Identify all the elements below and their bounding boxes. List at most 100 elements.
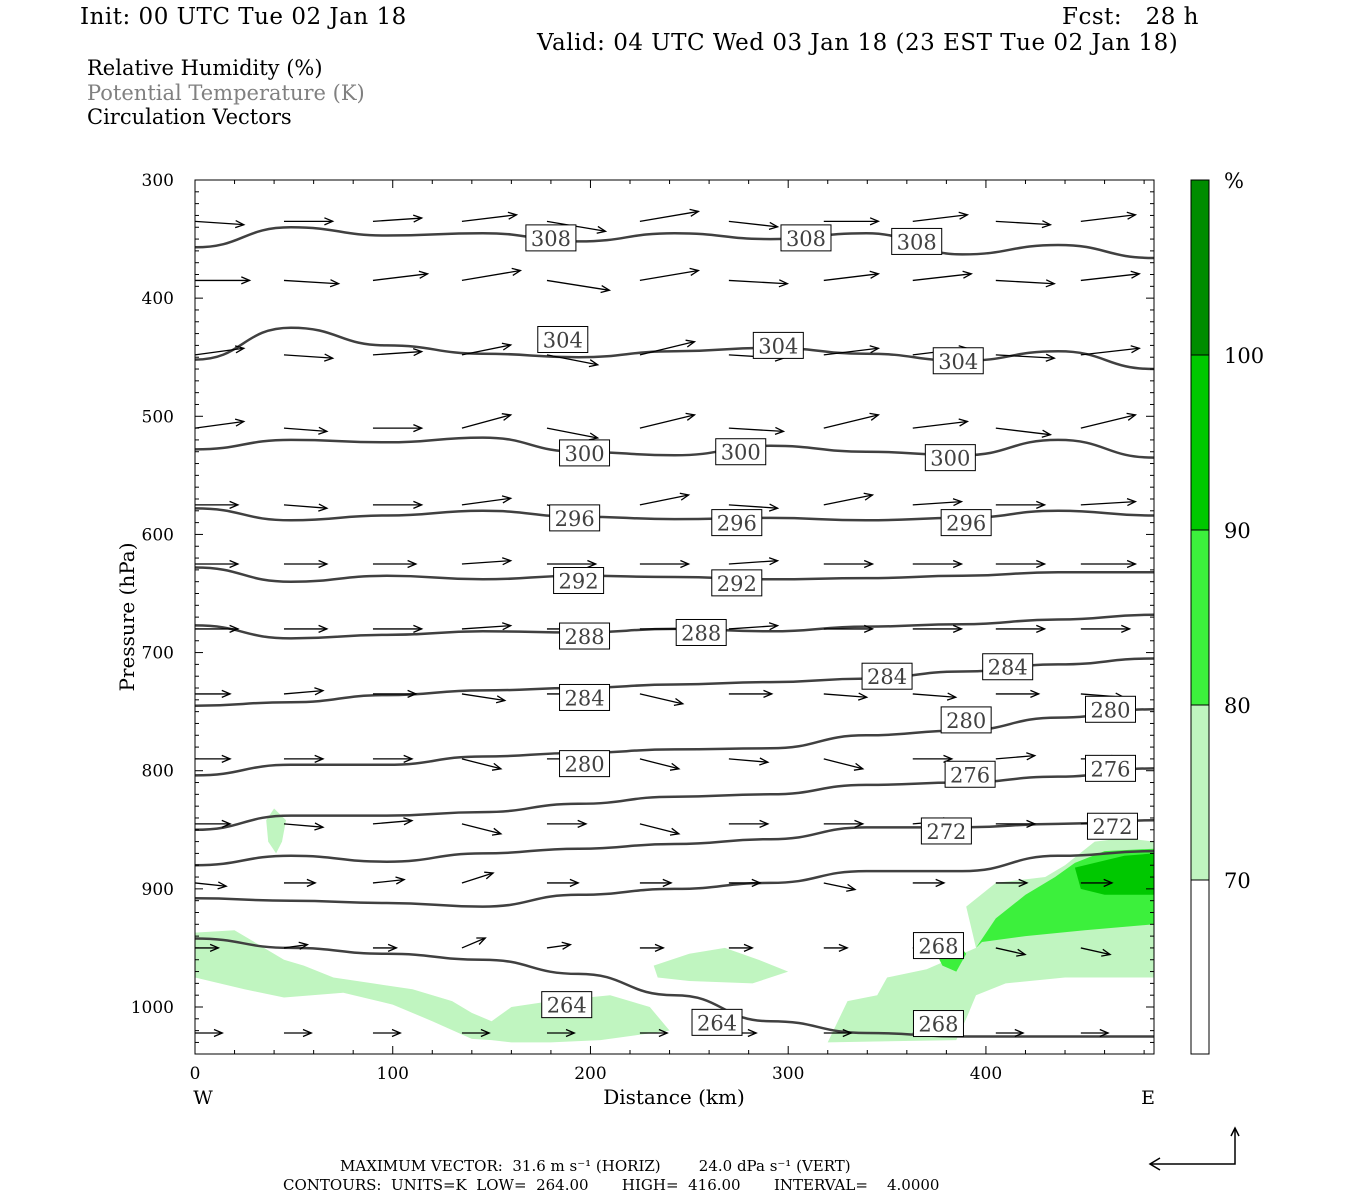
init-time: Init: 00 UTC Tue 02 Jan 18 <box>80 4 407 30</box>
contour-label: 264 <box>691 1008 743 1036</box>
circulation-vector <box>461 758 503 771</box>
colorbar-label: 100 <box>1224 344 1264 368</box>
colorbar-segment <box>1191 705 1209 880</box>
y-axis-label: Pressure (hPa) <box>115 543 139 692</box>
circulation-vector <box>823 270 881 282</box>
circulation-vector <box>372 943 399 952</box>
circulation-vector <box>195 689 232 698</box>
circulation-vector <box>283 822 325 831</box>
circulation-vector <box>995 427 1053 438</box>
contour-label-text: 272 <box>926 820 966 844</box>
contour-label-text: 292 <box>559 570 599 594</box>
circulation-vector <box>995 878 1029 888</box>
contour-label: 264 <box>541 991 593 1019</box>
contour-label: 304 <box>537 325 589 353</box>
contour-label: 300 <box>559 439 611 467</box>
circulation-vector <box>461 342 513 356</box>
circulation-vector <box>372 876 406 885</box>
contour-label-text: 284 <box>988 656 1028 680</box>
x-tick-label: 400 <box>970 1064 1002 1084</box>
contour-label-text: 304 <box>543 328 583 352</box>
contour-label: 288 <box>559 622 611 650</box>
y-tick-label: 1000 <box>131 998 174 1018</box>
circulation-vector <box>728 757 770 766</box>
circulation-vector <box>995 689 1041 698</box>
legend-rh: Relative Humidity (%) <box>87 56 323 80</box>
circulation-vector <box>995 353 1056 362</box>
circulation-vector <box>995 1028 1025 1038</box>
circulation-vector <box>728 426 786 436</box>
circulation-vector <box>283 503 329 512</box>
circulation-vector <box>912 418 970 429</box>
circulation-vector <box>283 624 329 633</box>
circulation-vector <box>639 492 691 506</box>
theta-contour-264 <box>194 937 1154 1038</box>
circulation-vector <box>728 279 790 288</box>
contour-label-text: 300 <box>930 447 970 471</box>
circulation-vector <box>639 878 673 888</box>
circulation-vector <box>1080 1028 1110 1038</box>
y-tick-label: 800 <box>142 762 174 782</box>
circulation-vector <box>995 279 1056 288</box>
contour-label-text: 276 <box>1090 757 1130 781</box>
contour-label: 300 <box>715 438 767 466</box>
circulation-vector <box>372 624 424 633</box>
circulation-vector <box>546 279 612 294</box>
max-vector-note: MAXIMUM VECTOR: 31.6 m s⁻¹ (HORIZ) 24.0 … <box>340 1157 851 1175</box>
contour-label: 284 <box>982 653 1034 681</box>
circulation-vector <box>1080 497 1138 507</box>
contour-label: 308 <box>780 224 832 252</box>
theta-contour-288 <box>194 613 1155 640</box>
circulation-vector <box>728 503 780 512</box>
contour-label-text: 296 <box>555 507 595 531</box>
valid-time: Valid: 04 UTC Wed 03 Jan 18 (23 EST Tue … <box>537 30 1179 56</box>
theta-contour-304 <box>194 326 1155 371</box>
circulation-vector <box>372 424 424 433</box>
contour-label-text: 280 <box>564 753 604 777</box>
circulation-vector <box>372 270 430 282</box>
circulation-vector <box>283 559 329 569</box>
contour-label: 268 <box>912 1010 964 1038</box>
contour-label: 284 <box>861 662 913 690</box>
circulation-vector <box>912 692 958 701</box>
circulation-vector <box>283 941 310 950</box>
contour-label-text: 264 <box>697 1011 737 1035</box>
circulation-vector <box>195 500 240 509</box>
circulation-vector <box>461 495 513 506</box>
colorbar-segment <box>1191 880 1209 1054</box>
y-tick-label: 700 <box>142 644 174 664</box>
circulation-vector <box>639 559 691 569</box>
circulation-vector <box>546 354 600 368</box>
contour-label: 304 <box>752 331 804 359</box>
circulation-vector <box>194 418 246 429</box>
contour-label-text: 272 <box>1092 815 1132 839</box>
circulation-vector <box>372 500 424 509</box>
contour-label: 280 <box>559 750 611 778</box>
circulation-vector <box>995 500 1047 509</box>
circulation-vector <box>372 214 424 223</box>
colorbar-frame <box>1190 179 1210 1055</box>
contour-label: 292 <box>553 567 605 595</box>
contour-label-layer: 308 308 308 304 304 304 300 300 300 296 296 296 292 2… <box>525 224 1138 1038</box>
circulation-vector <box>461 413 513 429</box>
circulation-vector <box>639 758 681 771</box>
x-axis-label: Distance (km) <box>603 1085 745 1109</box>
colorbar-segment <box>1191 180 1209 355</box>
contour-label-text: 288 <box>681 621 721 645</box>
circulation-vector <box>1080 559 1138 569</box>
circulation-vector <box>195 819 232 828</box>
contour-label-text: 268 <box>918 935 958 959</box>
contour-label-text: 296 <box>946 512 986 536</box>
circulation-vector <box>194 881 228 890</box>
circulation-vector <box>461 871 495 884</box>
circulation-vector <box>995 220 1053 229</box>
circulation-vector <box>372 1028 402 1038</box>
y-tick-label: 500 <box>142 407 174 427</box>
circulation-vector <box>1080 345 1141 356</box>
contour-label: 292 <box>711 569 763 597</box>
circulation-vector <box>546 941 573 950</box>
circulation-vector <box>823 943 849 952</box>
circulation-vector <box>995 624 1047 633</box>
colorbar-segment <box>1191 530 1209 705</box>
